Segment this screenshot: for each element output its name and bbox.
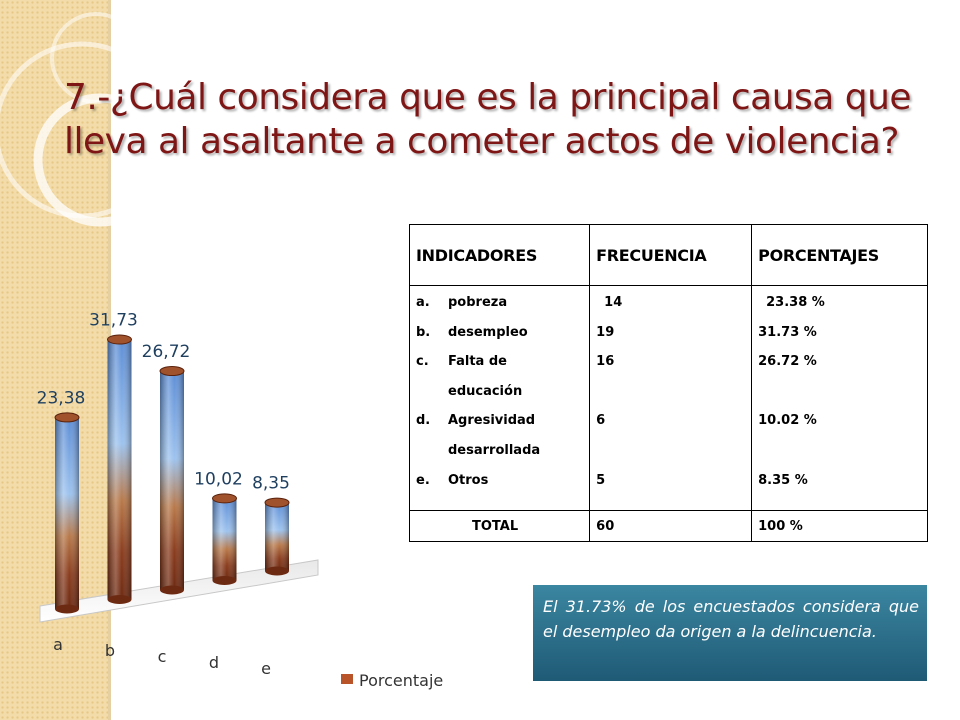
percent-value: 23.38 %: [766, 295, 825, 310]
total-row: TOTAL 60 100 %: [408, 510, 928, 542]
total-percent: 100 %: [751, 510, 928, 542]
bar-base: [265, 566, 289, 576]
bar-top: [264, 497, 290, 508]
percent-value: 26.72 %: [758, 354, 817, 370]
frequency-column: 14 19 16 6 5: [589, 285, 753, 511]
bar-c: [159, 366, 185, 595]
frequency-value: 6: [596, 413, 606, 429]
indicator-label: pobreza: [448, 295, 508, 310]
percent-value: 10.02 %: [758, 413, 817, 429]
header-porcentajes: PORCENTAJES: [751, 224, 928, 286]
category-label: a: [53, 635, 63, 654]
bar-a: [54, 412, 80, 614]
bar-top: [159, 366, 185, 377]
bar-top: [212, 493, 237, 504]
percent-value: 8.35 %: [758, 472, 808, 488]
data-label: 26,72: [142, 342, 191, 362]
data-label: 23,38: [37, 388, 86, 408]
bar-base: [107, 595, 132, 604]
bar-top: [107, 334, 132, 345]
indicator-label: Falta de: [448, 354, 507, 370]
bar-e: [264, 497, 290, 576]
bar-shading: [55, 417, 79, 609]
header-frecuencia: FRECUENCIA: [589, 224, 753, 286]
legend-swatch: [341, 674, 353, 684]
chart-legend: Porcentaje: [341, 671, 443, 690]
bar-shading: [212, 498, 237, 581]
frequency-value: 14: [604, 295, 623, 310]
total-label: TOTAL: [408, 510, 591, 542]
header-indicadores: INDICADORES: [408, 224, 591, 286]
bar-top: [54, 412, 80, 423]
indicator-label: Otros: [448, 472, 489, 488]
bar-base: [55, 604, 79, 614]
bar-shading: [107, 339, 132, 600]
bar-base: [212, 576, 237, 585]
bar-base: [160, 585, 184, 595]
data-label: 31,73: [89, 311, 138, 331]
bar-shading: [265, 502, 289, 571]
indicator-label: desempleo: [448, 324, 528, 340]
data-label: 8,35: [252, 474, 290, 494]
indicator-label: Agresividad: [448, 413, 536, 429]
bar-shading: [160, 371, 184, 590]
category-label: b: [105, 641, 115, 660]
bar-d: [212, 493, 237, 585]
data-table: INDICADORES FRECUENCIA PORCENTAJES a. pob…: [408, 224, 928, 542]
frequency-value: 5: [596, 472, 606, 488]
indicator-label-cont: educación: [448, 383, 523, 399]
decorative-arcs: [0, 12, 140, 227]
percent-value: 31.73 %: [758, 324, 817, 340]
category-label: e: [261, 659, 271, 678]
percent-column: 23.38 % 31.73 % 26.72 % 10.02 % 8.35 %: [751, 285, 928, 511]
total-frequency: 60: [589, 510, 753, 542]
frequency-value: 16: [596, 354, 615, 370]
data-label: 10,02: [194, 469, 243, 489]
indicator-label-cont: desarrollada: [448, 442, 541, 458]
page-title: 7.-¿Cuál considera que es la principal c…: [64, 77, 912, 162]
category-label: d: [209, 653, 219, 672]
legend-label: Porcentaje: [359, 671, 443, 690]
indicators-column: a. pobreza b. desempleo c. Falta de educaci…: [408, 285, 591, 511]
conclusion-callout: El 31.73% de los encuestados considera q…: [533, 585, 927, 681]
frequency-value: 19: [596, 324, 615, 340]
category-label: c: [158, 647, 167, 666]
bar-b: [107, 334, 132, 604]
